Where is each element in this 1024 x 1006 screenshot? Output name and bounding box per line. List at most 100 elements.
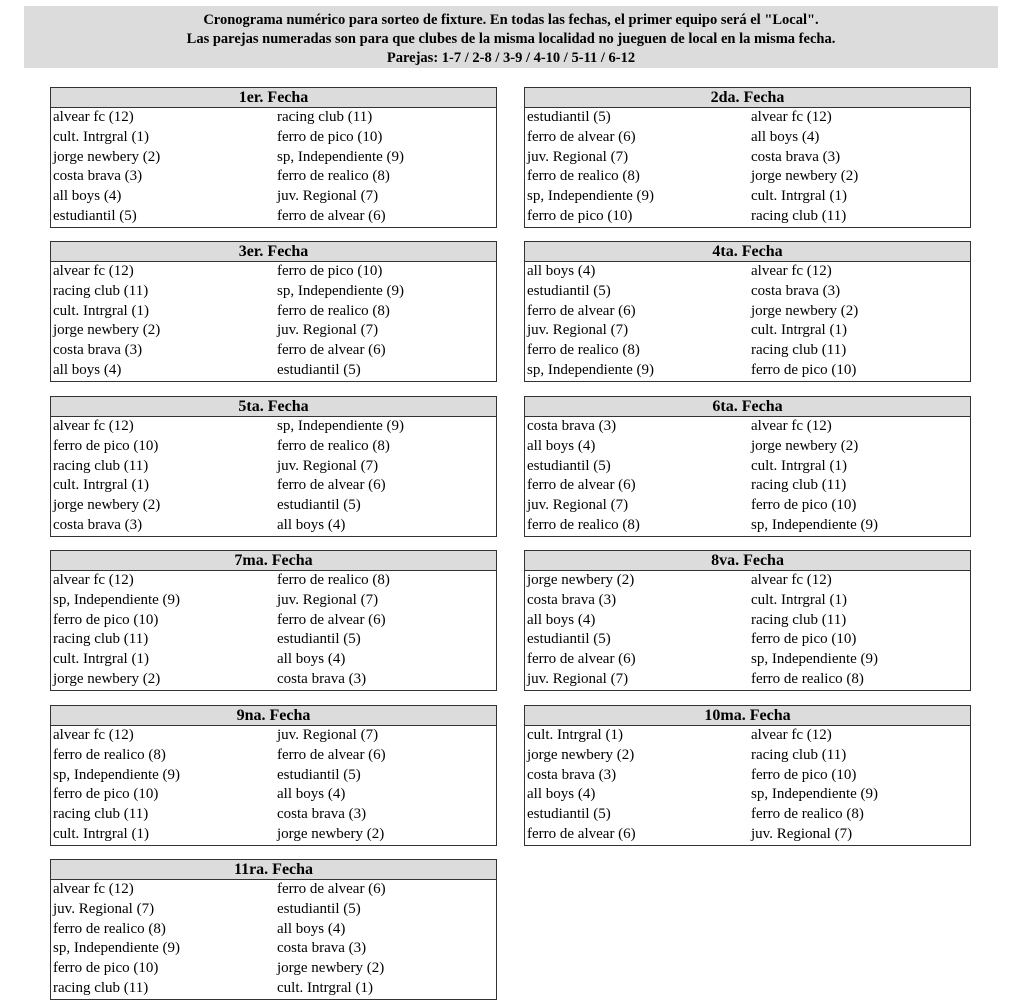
match-row: all boys (4) alvear fc (12) [525,262,970,282]
away-team: cult. Intrgral (1) [277,979,373,996]
home-team: racing club (11) [53,806,149,823]
home-team: ferro de alvear (6) [527,825,636,842]
match-row: juv. Regional (7) ferro de pico (10) [525,496,970,516]
away-team: alvear fc (12) [751,572,832,588]
fecha-title: 11ra. Fecha [51,860,496,880]
away-team: ferro de realico (8) [277,572,390,588]
away-team: racing club (11) [751,342,847,359]
away-team: estudiantil (5) [277,766,361,783]
fecha-title: 3er. Fecha [51,242,496,262]
home-team: costa brava (3) [53,168,143,185]
fecha-table: 4ta. Fecha all boys (4) alvear fc (12) estu… [524,241,971,382]
match-row: jorge newbery (2) juv. Regional (7) [51,321,496,341]
match-row: ferro de alvear (6) all boys (4) [525,128,970,148]
match-row: costa brava (3) alvear fc (12) [525,417,970,437]
fecha-table: 2da. Fecha estudiantil (5) alvear fc (12) f… [524,87,971,228]
fecha-table: 6ta. Fecha costa brava (3) alvear fc (12) a… [524,396,971,537]
fecha-title: 10ma. Fecha [525,706,970,726]
away-team: costa brava (3) [751,282,841,299]
home-team: jorge newbery (2) [53,497,161,514]
fecha-table: 11ra. Fecha alvear fc (12) ferro de alvear… [50,859,497,1000]
away-team: ferro de realico (8) [277,437,390,454]
match-row: costa brava (3) all boys (4) [51,516,496,536]
match-row: sp, Independiente (9) ferro de pico (10) [525,361,970,381]
away-team: racing club (11) [751,611,847,628]
home-team: alvear fc (12) [53,572,134,588]
match-row: estudiantil (5) costa brava (3) [525,282,970,302]
match-row: cult. Intrgral (1) ferro de pico (10) [51,128,496,148]
home-team: jorge newbery (2) [53,148,161,165]
home-team: ferro de realico (8) [527,168,640,185]
home-team: alvear fc (12) [53,727,134,743]
home-team: sp, Independiente (9) [527,188,655,205]
match-row: costa brava (3) ferro de pico (10) [525,766,970,786]
fecha-table: 8va. Fecha jorge newbery (2) alvear fc (12… [524,550,971,691]
match-row: ferro de pico (10) racing club (11) [525,207,970,227]
away-team: alvear fc (12) [751,109,832,125]
away-team: juv. Regional (7) [277,188,379,205]
home-team: ferro de alvear (6) [527,477,636,494]
match-row: cult. Intrgral (1) ferro de realico (8) [51,302,496,322]
home-team: cult. Intrgral (1) [53,477,149,494]
home-team: costa brava (3) [527,591,617,608]
home-team: ferro de pico (10) [53,960,159,977]
away-team: racing club (11) [751,207,847,224]
match-row: estudiantil (5) alvear fc (12) [525,108,970,128]
match-row: ferro de pico (10) ferro de realico (8) [51,437,496,457]
away-team: cult. Intrgral (1) [751,188,847,205]
home-team: racing club (11) [53,631,149,648]
match-row: ferro de realico (8) jorge newbery (2) [525,167,970,187]
home-team: estudiantil (5) [53,207,137,224]
match-row: ferro de pico (10) jorge newbery (2) [51,959,496,979]
home-team: cult. Intrgral (1) [53,651,149,668]
away-team: ferro de pico (10) [277,128,383,145]
away-team: ferro de alvear (6) [277,477,386,494]
match-row: alvear fc (12) juv. Regional (7) [51,726,496,746]
match-row: cult. Intrgral (1) ferro de alvear (6) [51,476,496,496]
away-team: juv. Regional (7) [277,322,379,339]
match-row: ferro de realico (8) racing club (11) [525,341,970,361]
document-header: Cronograma numérico para sorteo de fixtu… [24,6,998,68]
away-team: costa brava (3) [277,940,367,957]
away-team: sp, Independiente (9) [277,282,405,299]
home-team: juv. Regional (7) [527,148,629,165]
away-team: ferro de alvear (6) [277,746,386,763]
away-team: costa brava (3) [277,806,367,823]
home-team: cult. Intrgral (1) [53,825,149,842]
match-row: costa brava (3) ferro de realico (8) [51,167,496,187]
home-team: ferro de pico (10) [53,437,159,454]
match-row: cult. Intrgral (1) jorge newbery (2) [51,825,496,845]
home-team: racing club (11) [53,979,149,996]
match-row: jorge newbery (2) sp, Independiente (9) [51,148,496,168]
match-row: costa brava (3) ferro de alvear (6) [51,341,496,361]
home-team: estudiantil (5) [527,109,611,125]
match-row: all boys (4) jorge newbery (2) [525,437,970,457]
home-team: sp, Independiente (9) [527,361,655,378]
header-line-1: Cronograma numérico para sorteo de fixtu… [203,12,819,28]
fecha-table: 7ma. Fecha alvear fc (12) ferro de realico… [50,550,497,691]
away-team: jorge newbery (2) [277,825,385,842]
match-row: costa brava (3) cult. Intrgral (1) [525,591,970,611]
away-team: cult. Intrgral (1) [751,322,847,339]
match-row: estudiantil (5) cult. Intrgral (1) [525,457,970,477]
away-team: alvear fc (12) [751,418,832,434]
match-row: ferro de realico (8) all boys (4) [51,920,496,940]
away-team: ferro de realico (8) [751,670,864,687]
home-team: ferro de realico (8) [527,342,640,359]
home-team: racing club (11) [53,282,149,299]
away-team: sp, Independiente (9) [277,148,405,165]
home-team: alvear fc (12) [53,418,134,434]
away-team: ferro de alvear (6) [277,611,386,628]
match-row: ferro de alvear (6) jorge newbery (2) [525,302,970,322]
away-team: sp, Independiente (9) [751,516,879,533]
match-row: ferro de pico (10) ferro de alvear (6) [51,611,496,631]
home-team: ferro de realico (8) [53,920,166,937]
home-team: ferro de realico (8) [527,516,640,533]
home-team: estudiantil (5) [527,631,611,648]
home-team: cult. Intrgral (1) [53,302,149,319]
match-row: ferro de alvear (6) racing club (11) [525,476,970,496]
away-team: juv. Regional (7) [751,825,853,842]
match-row: juv. Regional (7) costa brava (3) [525,148,970,168]
away-team: sp, Independiente (9) [277,418,405,434]
match-row: sp, Independiente (9) cult. Intrgral (1) [525,187,970,207]
